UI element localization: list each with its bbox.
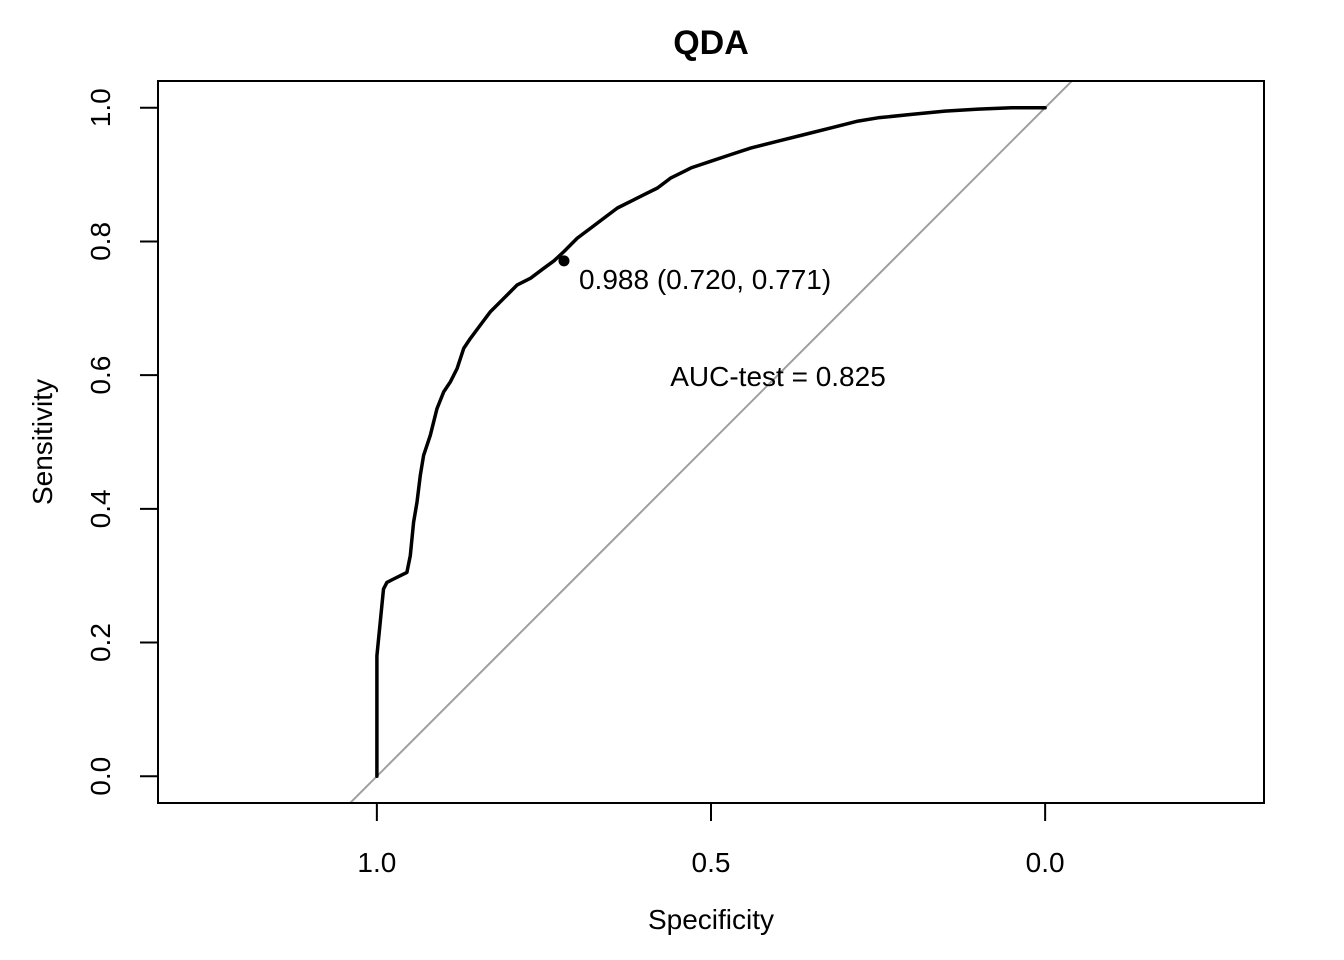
chart-title: QDA <box>673 24 749 62</box>
threshold-point <box>558 255 570 267</box>
y-tick-label: 0.6 <box>85 356 116 395</box>
x-tick-label: 0.5 <box>692 847 731 878</box>
threshold-label: 0.988 (0.720, 0.771) <box>579 264 831 295</box>
roc-curve-series-0 <box>375 105 1047 779</box>
y-tick-label: 0.2 <box>85 623 116 662</box>
y-axis-label: Sensitivity <box>27 379 58 505</box>
y-tick-label: 1.0 <box>85 88 116 127</box>
reference-diagonal-line <box>348 81 1074 803</box>
y-tick-label: 0.4 <box>85 489 116 528</box>
y-tick-label: 0.8 <box>85 222 116 261</box>
x-axis-label: Specificity <box>648 904 774 935</box>
x-tick-label: 0.0 <box>1026 847 1065 878</box>
auc-annotation: AUC-test = 0.825 <box>670 361 886 392</box>
y-tick-label: 0.0 <box>85 757 116 796</box>
x-tick-label: 1.0 <box>357 847 396 878</box>
